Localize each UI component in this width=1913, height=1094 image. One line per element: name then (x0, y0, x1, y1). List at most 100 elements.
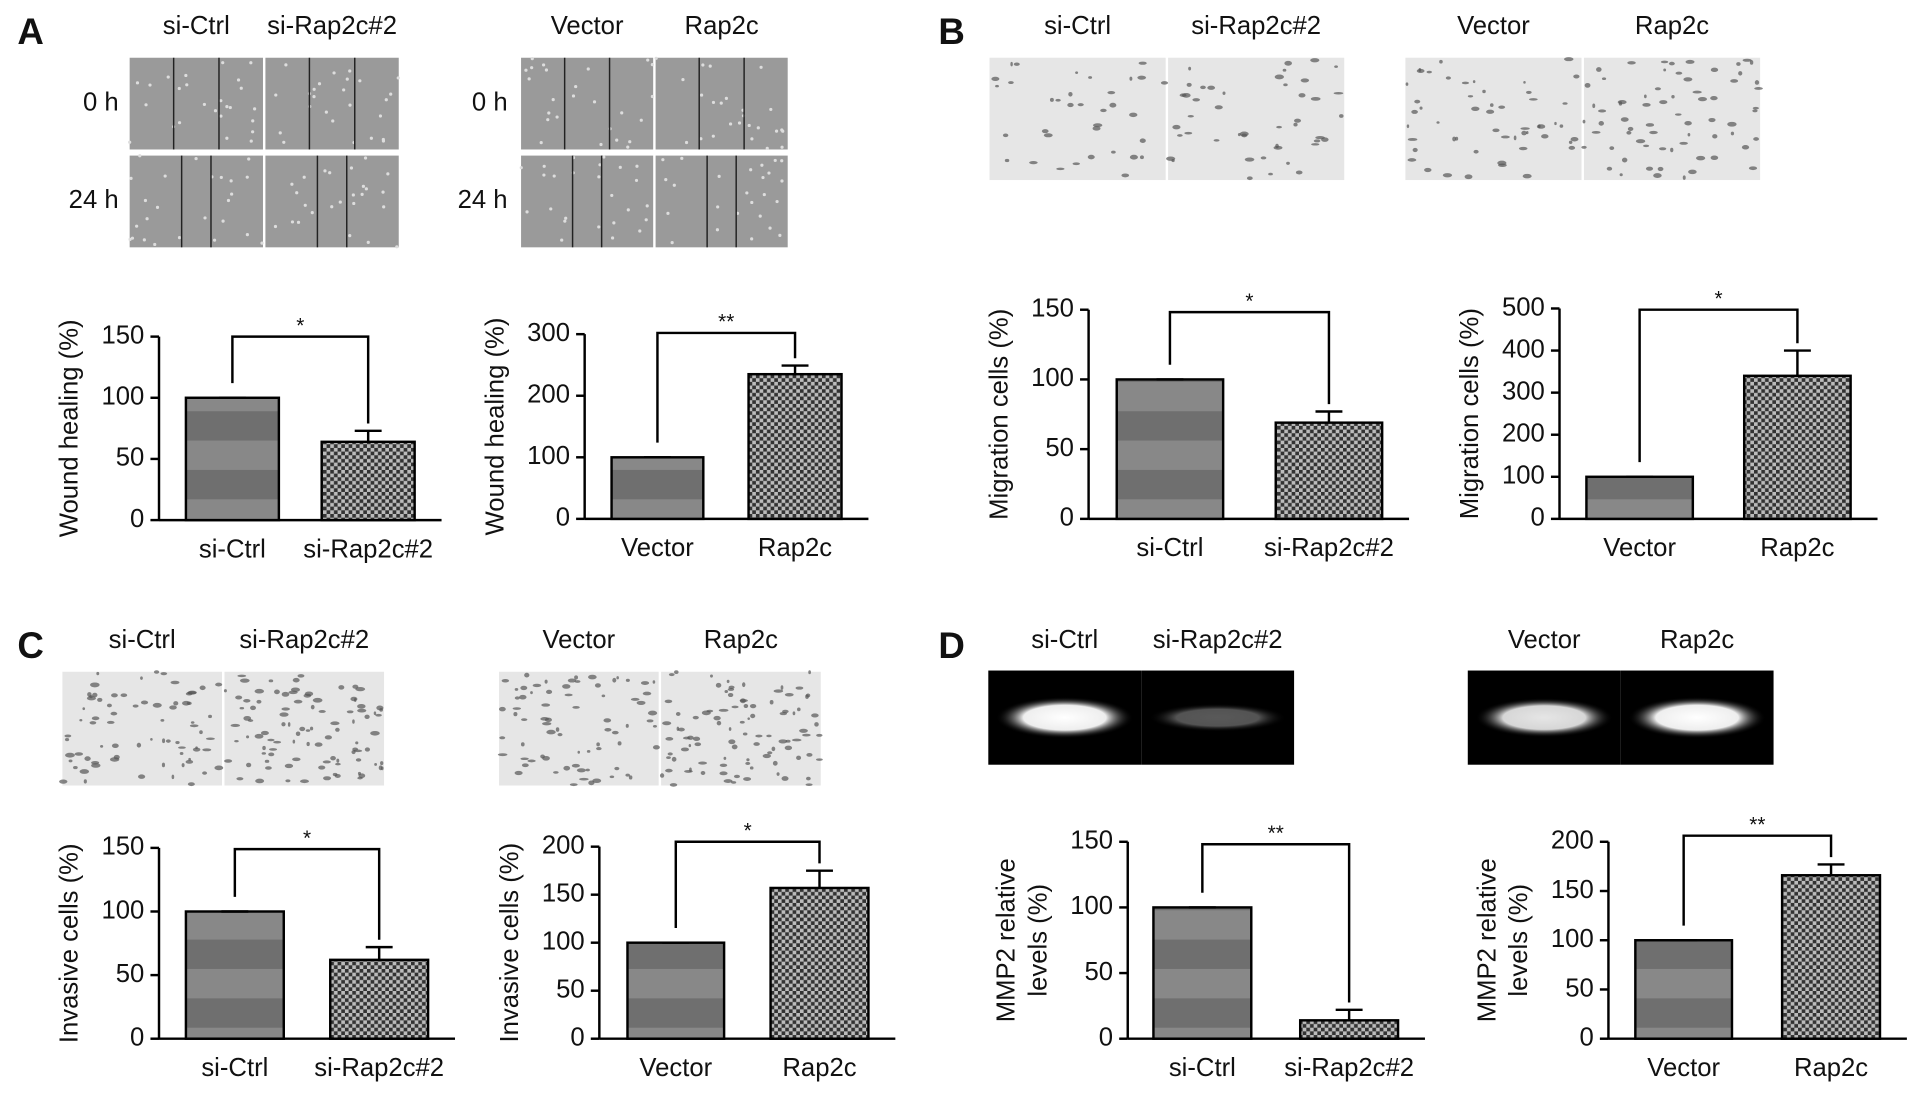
cell-speck (739, 720, 745, 724)
cell-speck (249, 139, 253, 143)
cell-speck (586, 749, 591, 753)
cell-speck (358, 79, 362, 83)
cell-speck (596, 747, 602, 751)
bar (1585, 475, 1695, 521)
cell-speck (805, 693, 811, 698)
cell-speck (1137, 75, 1147, 80)
error-bar (806, 869, 833, 888)
cell-speck (282, 140, 286, 144)
cell-speck (1710, 96, 1718, 101)
cell-speck (1043, 133, 1053, 138)
cell-speck (132, 704, 139, 708)
cell-speck (1139, 155, 1144, 160)
cell-speck (769, 107, 773, 112)
cell-speck (560, 238, 564, 242)
significance-label: * (1714, 287, 1722, 310)
cell-speck (1472, 80, 1476, 84)
cell-speck (797, 707, 801, 712)
cell-speck (672, 183, 676, 187)
micrograph (1168, 57, 1345, 181)
cell-speck (219, 99, 223, 103)
cell-speck (1692, 90, 1702, 94)
cell-speck (612, 221, 616, 225)
cell-speck (1282, 68, 1287, 72)
cell-speck (1489, 103, 1494, 107)
cell-speck (284, 63, 288, 67)
significance-label: ** (1268, 822, 1284, 845)
cell-speck (553, 771, 559, 774)
cell-speck (100, 744, 104, 748)
y-tick-label: 50 (116, 444, 145, 472)
cell-speck (323, 776, 332, 781)
cell-speck (254, 733, 264, 739)
cell-speck (160, 719, 165, 722)
column-label: si-Ctrl (109, 626, 176, 654)
cell-speck (187, 782, 195, 787)
cell-speck (351, 193, 355, 197)
cell-speck (1464, 174, 1473, 180)
cell-speck (719, 771, 728, 776)
cell-speck (86, 696, 96, 701)
cell-speck (355, 687, 366, 692)
cell-speck (370, 730, 380, 736)
cell-speck (779, 711, 787, 716)
cell-speck (230, 723, 241, 727)
cell-speck (251, 119, 255, 123)
cell-speck (715, 682, 722, 688)
cell-speck (1041, 129, 1049, 134)
cell-speck (1418, 68, 1422, 72)
cell-speck (381, 139, 386, 143)
cell-speck (224, 759, 233, 763)
cell-speck (247, 719, 254, 722)
cell-speck (617, 741, 622, 746)
cell-speck (335, 762, 341, 766)
cell-speck (652, 724, 657, 728)
cell-speck (1497, 160, 1507, 166)
cell-speck (781, 776, 789, 781)
cell-speck (767, 171, 771, 175)
cell-speck (680, 156, 684, 160)
cell-speck (335, 727, 340, 732)
cell-speck (542, 173, 546, 177)
cell-speck (635, 164, 639, 168)
cell-speck (1412, 147, 1418, 153)
cell-speck (342, 88, 346, 92)
cell-speck (731, 781, 737, 784)
cell-speck (374, 763, 378, 766)
cell-speck (239, 678, 250, 683)
cell-speck (314, 742, 323, 747)
cell-speck (130, 236, 135, 240)
x-tick-label: Vector (639, 1054, 712, 1082)
cell-speck (354, 698, 357, 702)
y-tick-label: 0 (130, 1023, 144, 1051)
cell-speck (692, 736, 701, 741)
cell-speck (1486, 109, 1495, 114)
cell-speck (295, 731, 301, 736)
cell-speck (1424, 167, 1432, 173)
cell-speck (246, 735, 250, 739)
cell-speck (192, 747, 201, 752)
cell-speck (564, 693, 573, 697)
cell-speck (1129, 154, 1138, 160)
cell-speck (652, 745, 660, 750)
y-tick-label: 100 (1502, 462, 1545, 490)
cell-speck (692, 715, 699, 720)
y-tick-label: 150 (1070, 827, 1113, 855)
cell-speck (366, 240, 370, 244)
y-axis-label: Wound healing (%) (56, 319, 84, 537)
cell-speck (1518, 146, 1528, 151)
cell-speck (184, 73, 188, 78)
cell-speck (530, 57, 534, 61)
cell-speck (239, 706, 245, 710)
cell-speck (160, 672, 168, 676)
cell-speck (749, 704, 757, 709)
cell-speck (664, 178, 668, 182)
cell-speck (262, 745, 266, 751)
cell-speck (1284, 60, 1292, 66)
cell-speck (780, 128, 784, 132)
cell-speck (666, 211, 670, 215)
bar (1780, 874, 1882, 1040)
cell-speck (142, 238, 146, 242)
cell-speck (91, 761, 100, 765)
